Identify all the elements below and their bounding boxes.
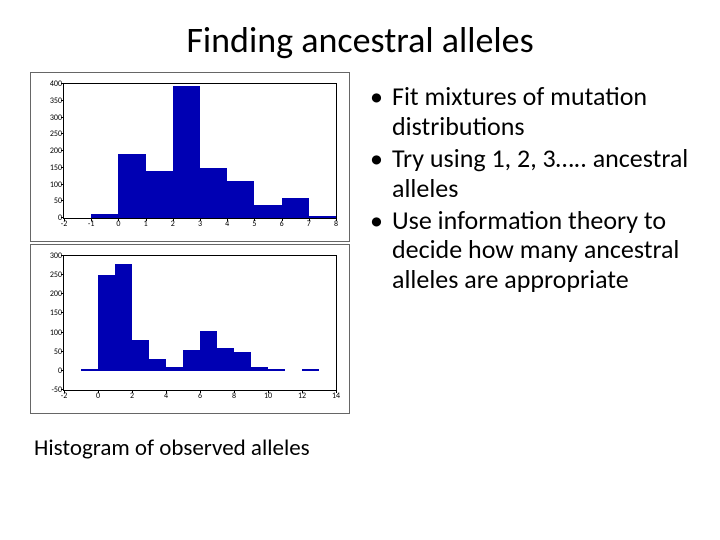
ytick-label: 0 (58, 366, 64, 376)
histogram-bar (302, 369, 319, 371)
ytick-label: 300 (50, 113, 64, 123)
bullet-item: Fit mixtures of mutation distributions (370, 82, 690, 142)
ytick-label: 50 (54, 196, 64, 206)
histogram-bar (118, 154, 145, 218)
slide-title: Finding ancestral alleles (0, 0, 720, 72)
bullet-list: Fit mixtures of mutation distributions T… (370, 82, 690, 295)
content-row: 050100150200250300350400-2-1012345678 -5… (0, 72, 720, 414)
ytick-label: 400 (50, 79, 64, 89)
ytick-label: 300 (50, 251, 64, 261)
histogram-bar (309, 216, 336, 218)
ytick-label: 200 (50, 289, 64, 299)
histogram-bar (200, 331, 217, 371)
ytick-label: 200 (50, 146, 64, 156)
histogram-bar (183, 350, 200, 371)
histogram-bar (115, 264, 132, 371)
charts-column: 050100150200250300350400-2-1012345678 -5… (30, 72, 350, 414)
chart-caption: Histogram of observed alleles (0, 414, 720, 462)
histogram-bar (146, 171, 173, 218)
histogram-bar (217, 348, 234, 371)
histogram-1: 050100150200250300350400-2-1012345678 (30, 72, 350, 242)
ytick-label: 250 (50, 270, 64, 280)
ytick-label: 50 (54, 347, 64, 357)
bullet-item: Try using 1, 2, 3….. ancestral alleles (370, 144, 690, 204)
bullet-item: Use information theory to decide how man… (370, 206, 690, 296)
histogram-bar (132, 340, 149, 371)
histogram-bar (173, 86, 200, 218)
ytick-label: 150 (50, 308, 64, 318)
ytick-label: 350 (50, 96, 64, 106)
histogram-bar (166, 367, 183, 371)
histogram-bar (98, 275, 115, 371)
histogram-bar (282, 198, 309, 218)
histogram-bar (200, 168, 227, 218)
histogram-bar (254, 205, 281, 218)
ytick-label: 250 (50, 129, 64, 139)
histogram-bar (81, 369, 98, 371)
ytick-label: 100 (50, 180, 64, 190)
histogram-bar (91, 214, 118, 218)
histogram-bar (227, 181, 254, 218)
histogram-bar (268, 369, 285, 371)
histogram-bar (149, 359, 166, 370)
histogram-2: -50050100150200250300-202468101214 (30, 244, 350, 414)
ytick-label: 100 (50, 328, 64, 338)
histogram-bar (251, 367, 268, 371)
ytick-label: 150 (50, 163, 64, 173)
bullets-column: Fit mixtures of mutation distributions T… (350, 72, 690, 414)
histogram-bar (234, 352, 251, 370)
